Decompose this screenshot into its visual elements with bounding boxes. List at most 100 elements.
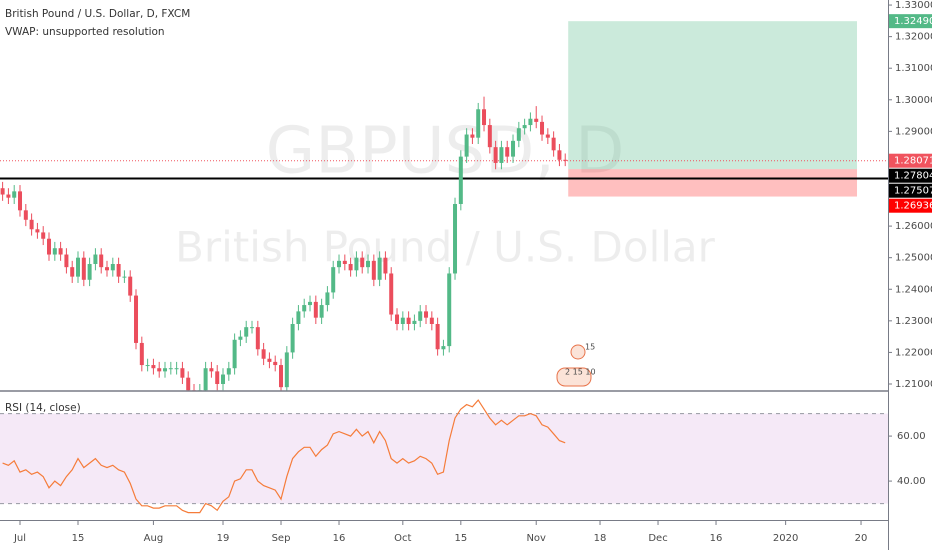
candle-body	[290, 324, 295, 353]
x-tick-label: Jul	[13, 533, 26, 544]
x-tick-label: Oct	[394, 533, 411, 544]
candle-body	[0, 188, 5, 195]
candle-body	[12, 191, 17, 198]
indicator-note: VWAP: unsupported resolution	[5, 26, 165, 38]
candle-body	[284, 352, 289, 388]
candle-body	[215, 371, 220, 384]
candle-body	[348, 264, 353, 271]
candle-body	[377, 257, 382, 280]
candle-body	[493, 147, 498, 163]
candle-body	[134, 295, 139, 343]
candle-body	[128, 276, 133, 296]
x-tick-label: 2020	[773, 533, 798, 544]
candle-body	[255, 327, 260, 350]
candle-body	[122, 276, 127, 278]
candle-body	[447, 273, 452, 347]
candle-body	[244, 327, 249, 337]
event-label: 15	[585, 343, 595, 352]
price-badge-label: 1.27507	[894, 186, 932, 197]
rsi-line	[2, 399, 566, 514]
candle-body	[342, 260, 347, 264]
candle-body	[406, 317, 411, 324]
candle-body	[35, 229, 40, 233]
event-label: 2 15 10	[565, 368, 596, 377]
x-tick-label: 19	[217, 533, 230, 544]
candle-body	[418, 311, 423, 321]
candle-body	[18, 191, 23, 211]
x-tick-label: 16	[333, 533, 346, 544]
candle-body	[226, 368, 231, 375]
candle-body	[41, 232, 46, 239]
candle-body	[354, 257, 359, 271]
x-tick-label: 15	[72, 533, 85, 544]
candle-body	[52, 248, 57, 255]
candle-body	[87, 264, 92, 280]
candle-body	[261, 349, 266, 359]
candle-body	[441, 346, 446, 350]
candle-body	[360, 257, 365, 268]
rsi-title: RSI (14, close)	[5, 402, 81, 414]
candle-body	[221, 374, 226, 384]
candle-body	[6, 194, 11, 198]
candle-body	[476, 109, 481, 138]
price-badge	[889, 198, 932, 213]
candle-body	[424, 311, 429, 318]
candle-body	[23, 210, 28, 220]
candle-body	[505, 147, 510, 157]
candle-body	[232, 339, 237, 369]
candle-body	[174, 368, 179, 370]
y-tick-label: 1.29000	[895, 126, 932, 137]
event-icon[interactable]	[556, 367, 592, 387]
x-tick-label: 18	[594, 533, 607, 544]
y-tick-label: 1.21000	[895, 379, 932, 390]
candle-body	[70, 267, 75, 277]
candle-body	[105, 267, 110, 271]
candle-body	[400, 317, 405, 324]
candle-body	[429, 317, 434, 324]
rsi-y-tick-label: 40.00	[897, 476, 926, 487]
candle-body	[81, 257, 86, 280]
candle-body	[186, 377, 191, 391]
candle-body	[250, 327, 255, 329]
profit-zone	[568, 21, 857, 170]
y-tick-label: 1.33000	[895, 0, 932, 11]
candle-body	[203, 368, 208, 391]
candle-body	[458, 156, 463, 204]
candle-body	[528, 118, 533, 126]
y-tick-label: 1.24000	[895, 284, 932, 295]
price-badge	[889, 14, 932, 29]
x-tick-label: 20	[855, 533, 868, 544]
candle-body	[551, 137, 556, 151]
rsi-y-tick-label: 60.00	[897, 431, 926, 442]
candle-body	[412, 320, 417, 324]
price-badge-label: 1.32490	[894, 16, 932, 27]
candle-body	[64, 254, 69, 268]
price-badge	[889, 153, 932, 168]
candle-body	[139, 342, 144, 366]
candle-body	[516, 128, 521, 141]
candle-body	[238, 336, 243, 340]
candle-body	[325, 292, 330, 306]
candle-body	[371, 260, 376, 280]
price-badge-label: 1.28071	[894, 156, 932, 167]
candle-body	[157, 368, 162, 372]
candle-body	[93, 254, 98, 264]
y-tick-label: 1.26000	[895, 221, 932, 232]
candle-body	[29, 219, 34, 230]
candle-body	[522, 125, 527, 129]
candle-body	[99, 254, 104, 268]
candle-body	[545, 134, 550, 138]
event-icon[interactable]	[570, 344, 586, 360]
candle-body	[557, 150, 562, 160]
candle-body	[47, 238, 52, 255]
candle-body	[487, 125, 492, 148]
price-badge-label: 1.27804	[894, 171, 932, 182]
price-badge	[889, 183, 932, 198]
candle-body	[267, 358, 272, 362]
candle-body	[58, 248, 63, 255]
candle-body	[319, 305, 324, 318]
candle-body	[163, 368, 168, 372]
candle-body	[296, 311, 301, 324]
